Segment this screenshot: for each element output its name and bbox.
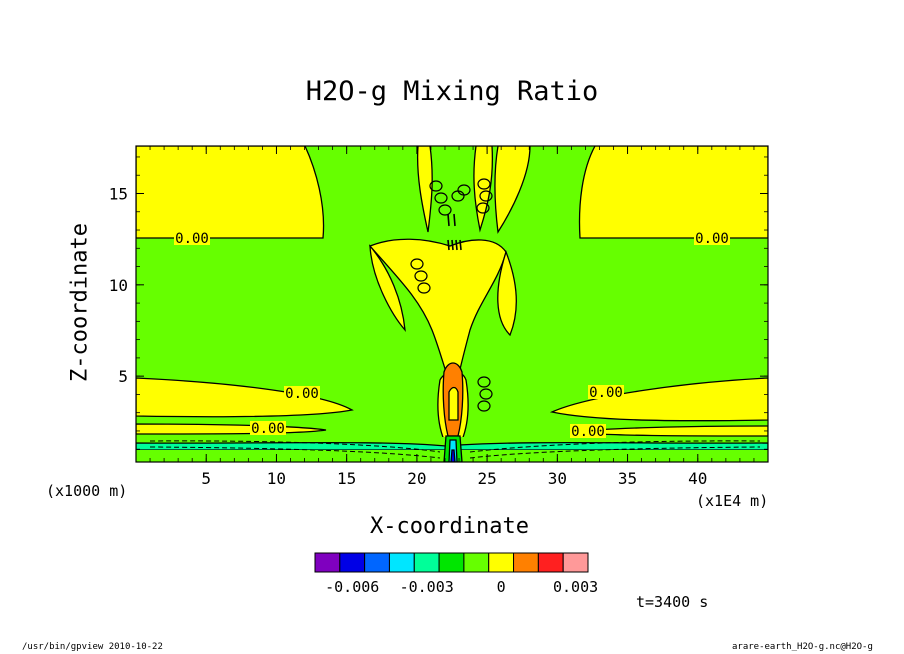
contour-label-3: 0.00: [285, 386, 319, 402]
closed-contour-4: [429, 180, 443, 192]
x-tick-label: 5: [201, 469, 211, 488]
closed-contour-8: [479, 190, 493, 202]
x-unit-label: (x1E4 m): [696, 492, 769, 510]
closed-contour-7: [477, 178, 491, 190]
left-wing-region: [369, 244, 406, 332]
central-upper-strip-1: [416, 146, 433, 233]
contour-label-bg: [588, 385, 624, 399]
colorbar-swatch-6: [438, 552, 465, 573]
contour-label-bg: [570, 424, 606, 438]
lower-right-region: [549, 377, 768, 422]
closed-contour-1: [410, 258, 424, 270]
central-upper-strip-3: [494, 146, 531, 234]
colorbar-swatch-8: [488, 552, 515, 573]
right-wing-region: [497, 250, 518, 337]
colorbar-tick-label: 0.003: [553, 578, 598, 596]
colorbar-tick-label: -0.003: [400, 578, 454, 596]
field-group: [136, 146, 768, 462]
contour-labels: 0.00 0.00 0.00 0.00 0.00 0.00: [174, 231, 730, 440]
contour-label-1: 0.00: [175, 231, 209, 247]
surface-core-center: [450, 449, 456, 462]
closed-contour-14: [457, 184, 471, 196]
y-unit-label: (x1000 m): [46, 482, 128, 500]
closed-contour-5: [434, 192, 448, 204]
y-tick-label: 10: [109, 276, 128, 295]
plot-frame: [135, 145, 769, 463]
contour-label-2: 0.00: [695, 231, 729, 247]
central-vase-region: [368, 238, 507, 379]
closed-contour-3: [417, 282, 431, 294]
contour-label-5: 0.00: [251, 421, 285, 437]
contour-field: [136, 146, 768, 462]
colorbar-tick-label: -0.006: [325, 578, 379, 596]
time-label: t=3400 s: [636, 593, 709, 611]
colorbar-swatch-9: [513, 552, 539, 573]
closed-contour-11: [479, 388, 493, 400]
x-axis: 5 10 15 20 25 30 35 40: [149, 146, 755, 488]
x-tick-label: 10: [267, 469, 286, 488]
colorbar: -0.006 -0.003 0 0.003: [314, 552, 598, 596]
dashed-contour-lower: [149, 446, 761, 459]
core-inner-region: [448, 386, 459, 421]
contour-label-4: 0.00: [589, 385, 623, 401]
dashed-contour-upper: [149, 440, 761, 453]
upper-left-region: [136, 146, 325, 239]
closed-contour-6: [438, 204, 452, 216]
x-tick-label: 35: [618, 469, 637, 488]
footer-right: arare-earth_H2O-g.nc@H2O-g: [732, 642, 873, 652]
closed-contour-9: [476, 202, 490, 214]
x-tick-label: 30: [548, 469, 567, 488]
contour-label-bg: [694, 231, 730, 245]
x-tick-label: 40: [688, 469, 707, 488]
contour-label-bg: [284, 386, 320, 400]
y-axis: 5 10 15: [109, 156, 768, 450]
dense-contour-marks-upper: [447, 213, 456, 227]
x-tick-label: 20: [407, 469, 426, 488]
colorbar-swatch-5: [413, 552, 440, 573]
upper-right-region: [578, 146, 768, 239]
y-tick-label: 15: [109, 184, 128, 203]
contour-label-6: 0.00: [571, 424, 605, 440]
y-tick-label: 5: [118, 367, 128, 386]
colorbar-swatch-1: [314, 552, 341, 573]
closed-contour-12: [477, 400, 491, 412]
x-tick-label: 25: [477, 469, 496, 488]
colorbar-swatch-11: [562, 552, 589, 573]
lower-left-region: [136, 377, 354, 418]
footer-left: /usr/bin/gpview 2010-10-22: [22, 642, 163, 652]
x-tick-label: 15: [337, 469, 356, 488]
colorbar-swatch-2: [339, 552, 366, 573]
dense-contour-marks: [447, 239, 462, 251]
contour-label-bg: [250, 421, 286, 435]
chart-title: H2O-g Mixing Ratio: [305, 76, 599, 107]
colorbar-swatch-10: [537, 552, 564, 573]
x-axis-label: X-coordinate: [370, 514, 529, 539]
colorbar-tick-label: 0: [497, 578, 506, 596]
y-axis-label: Z-coordinate: [67, 223, 93, 382]
closed-contour-2: [414, 270, 428, 282]
contour-label-bg: [174, 231, 210, 245]
closed-contour-10: [477, 376, 491, 388]
colorbar-swatch-7: [463, 552, 490, 573]
colorbar-swatch-3: [364, 552, 390, 573]
central-upper-strip-2: [473, 146, 494, 233]
colorbar-swatch-4: [388, 552, 415, 573]
